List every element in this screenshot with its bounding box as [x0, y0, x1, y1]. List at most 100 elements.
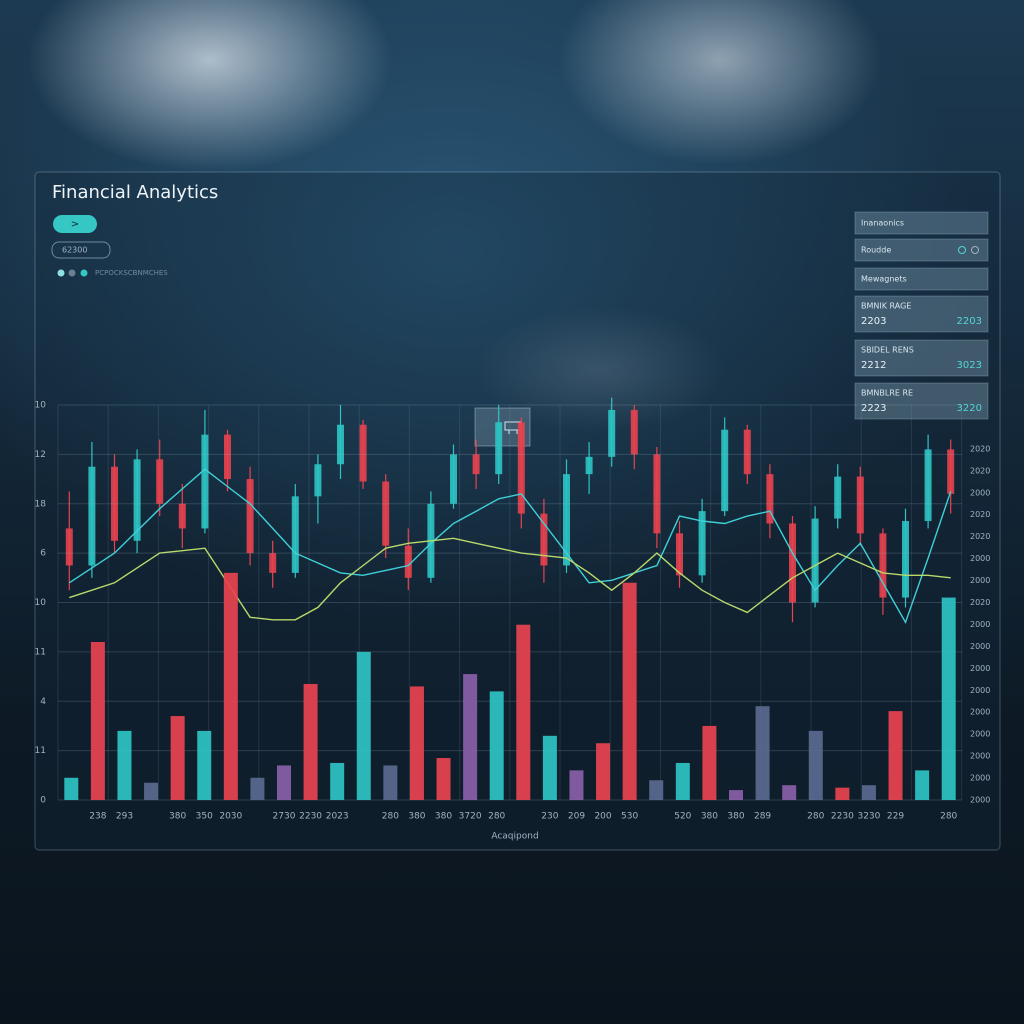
y-tick-label: 11 — [35, 647, 46, 657]
y2-tick-label: 2000 — [970, 796, 990, 805]
icon — [958, 246, 966, 254]
x-tick-label: 280 — [382, 812, 399, 822]
bar — [144, 782, 159, 800]
candle-body — [88, 466, 96, 566]
bar — [622, 582, 637, 800]
x-tick-label: 293 — [116, 812, 133, 822]
candle-body — [337, 424, 344, 465]
bar — [250, 777, 265, 800]
panel-value: 2203 — [957, 316, 982, 327]
panel-value: 3220 — [957, 403, 982, 414]
line — [69, 537, 951, 621]
candle-body — [789, 523, 796, 603]
legend-text: PCPOCKSCBNMCHES — [95, 269, 168, 277]
side-panel — [854, 267, 989, 291]
side-panel — [854, 339, 989, 377]
x-tick-label: 380 — [727, 812, 744, 822]
legend-dot — [57, 269, 65, 277]
candle-body — [540, 513, 548, 566]
frame — [34, 171, 1001, 851]
candle-body — [517, 422, 525, 514]
bar — [675, 762, 690, 800]
x-tick-label: 380 — [435, 812, 452, 822]
x-tick-label: 3720 — [459, 812, 482, 822]
x-tick-label: 2030 — [219, 812, 242, 822]
panel-value: 2223 — [861, 403, 886, 414]
x-tick-label: 530 — [621, 812, 638, 822]
bar — [569, 770, 584, 800]
bar — [223, 572, 238, 800]
y-tick-label: 18 — [35, 499, 47, 509]
y2-tick-label: 2020 — [970, 510, 990, 519]
button[interactable] — [53, 215, 97, 233]
candle-body — [382, 481, 390, 546]
x-tick-label: 289 — [754, 812, 771, 822]
x-tick-label: 2230 — [831, 812, 854, 822]
y2-tick-label: 2000 — [970, 488, 990, 497]
bar — [835, 787, 850, 800]
side-panel — [854, 238, 989, 262]
candle-body — [495, 422, 503, 475]
bar — [915, 770, 930, 800]
y-tick-label: 0 — [40, 796, 46, 806]
y-tick-label: 10 — [35, 598, 47, 608]
x-tick-label: 209 — [568, 812, 585, 822]
candle-body — [608, 409, 616, 457]
input[interactable] — [51, 241, 111, 259]
panel-label: Inanaonics — [861, 219, 904, 228]
panel-value: 2203 — [861, 316, 886, 327]
bar — [64, 777, 79, 800]
candle-body — [743, 429, 751, 475]
x-tick-label: 2023 — [326, 812, 349, 822]
x-tick-label: 2730 — [273, 812, 296, 822]
x-tick-label: 380 — [169, 812, 186, 822]
bar — [782, 785, 797, 800]
input-text[interactable]: 62300 — [62, 246, 87, 255]
bar — [516, 624, 531, 800]
bar — [808, 730, 823, 800]
side-panel — [854, 382, 989, 420]
candle-body — [902, 521, 909, 598]
candle-body — [947, 449, 955, 494]
side-panel — [854, 295, 989, 333]
bar — [436, 758, 451, 800]
x-tick-label: 280 — [488, 812, 505, 822]
title: Financial Analytics — [52, 182, 218, 203]
y2-tick-label: 2000 — [970, 752, 990, 761]
x-tick-label: 3230 — [857, 812, 880, 822]
bar — [330, 762, 345, 800]
bar — [197, 730, 212, 800]
button-label[interactable]: > — [71, 219, 79, 230]
y2-tick-label: 2000 — [970, 730, 990, 739]
bar — [941, 597, 956, 800]
x-tick-label: 230 — [541, 812, 558, 822]
candles — [65, 397, 955, 623]
candle-body — [178, 503, 186, 529]
candle-body — [563, 474, 570, 566]
x-tick-label: 380 — [701, 812, 718, 822]
y-tick-label: 11 — [35, 746, 46, 756]
candle-body — [224, 434, 231, 480]
candle-body — [472, 454, 480, 475]
bar — [383, 765, 398, 800]
y-tick-label: 12 — [35, 450, 46, 460]
panel-value: 3023 — [957, 360, 982, 371]
x-tick-label: 200 — [594, 812, 611, 822]
bar — [729, 790, 743, 800]
x-tick-label: 238 — [89, 812, 106, 822]
y2-tick-label: 2000 — [970, 642, 990, 651]
bar — [861, 785, 876, 800]
panel-label: BMNIK RAGE — [861, 302, 911, 311]
panel-label: Mewagnets — [861, 275, 907, 284]
x-tick-label: 280 — [807, 812, 824, 822]
bar — [277, 765, 291, 800]
y2-tick-label: 2020 — [970, 598, 990, 607]
candle-body — [133, 459, 141, 541]
candle-body — [404, 545, 412, 578]
bar — [303, 683, 318, 800]
candle-body — [291, 496, 299, 573]
candle-body — [924, 449, 932, 522]
bar — [117, 730, 132, 800]
bar — [542, 735, 557, 800]
